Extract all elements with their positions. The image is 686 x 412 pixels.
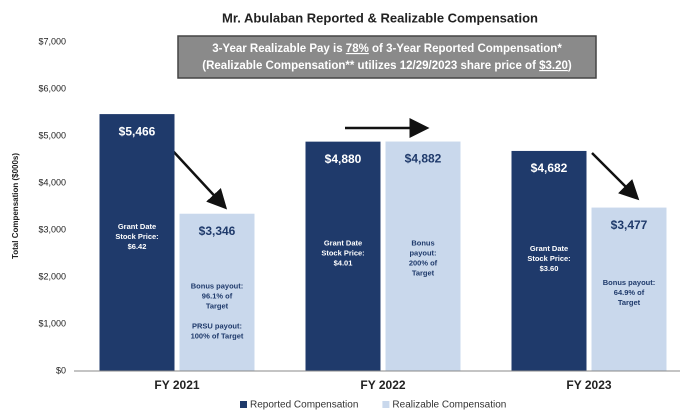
annotation-part: 78% xyxy=(346,43,369,55)
bar-note: 100% of Target xyxy=(191,332,244,341)
legend-swatch xyxy=(240,401,247,408)
y-tick-label: $7,000 xyxy=(38,36,66,46)
bar-note: PRSU payout: xyxy=(192,322,242,331)
y-tick-label: $6,000 xyxy=(38,83,66,93)
legend-label: Realizable Compensation xyxy=(392,400,506,411)
bar-note: Stock Price: xyxy=(527,254,570,263)
chart-title: Mr. Abulaban Reported & Realizable Compe… xyxy=(222,10,538,25)
bar-note: Stock Price: xyxy=(321,248,364,257)
annotation-part: ) xyxy=(568,60,572,72)
bar-note: Grant Date xyxy=(118,222,156,231)
bar-note: Grant Date xyxy=(324,238,362,247)
bar xyxy=(305,141,381,371)
y-tick-label: $1,000 xyxy=(38,318,66,328)
y-tick-label: $3,000 xyxy=(38,224,66,234)
value-label: $4,880 xyxy=(325,152,362,166)
bar-note: 64.9% of xyxy=(614,288,645,297)
legend-swatch xyxy=(382,401,390,408)
annotation-part: of 3-Year Reported Compensation* xyxy=(369,43,563,55)
annotation-text: 3-Year Realizable Pay is 78% of 3-Year R… xyxy=(212,43,562,55)
bar-note: Target xyxy=(206,302,229,311)
annotation-text: (Realizable Compensation** utilizes 12/2… xyxy=(202,60,572,72)
annotation-box xyxy=(177,35,597,79)
bar-note: Bonus payout: xyxy=(603,278,656,287)
bar-note: 96.1% of xyxy=(202,292,233,301)
bar xyxy=(591,207,667,371)
bar xyxy=(511,150,587,371)
bar-note: 200% of xyxy=(409,258,438,267)
arrow xyxy=(591,152,640,201)
y-axis-label: Total Compensation ($000s) xyxy=(11,153,20,259)
bar-note: $6.42 xyxy=(128,242,147,251)
bar xyxy=(99,114,175,372)
value-label: $4,682 xyxy=(531,161,568,175)
bar-note: $3.60 xyxy=(540,264,559,273)
y-tick-label: $5,000 xyxy=(38,130,66,140)
bar-note: Grant Date xyxy=(530,244,568,253)
x-tick-label: FY 2023 xyxy=(566,378,611,392)
value-label: $4,882 xyxy=(405,152,442,166)
y-tick-label: $0 xyxy=(56,365,66,375)
bar-note: payout: xyxy=(409,248,436,257)
y-tick-label: $2,000 xyxy=(38,271,66,281)
bar-note: Target xyxy=(618,298,641,307)
bar-note: $4.01 xyxy=(334,258,353,267)
value-label: $3,346 xyxy=(199,224,236,238)
value-label: $3,477 xyxy=(611,218,648,232)
x-tick-label: FY 2021 xyxy=(154,378,199,392)
y-tick-label: $4,000 xyxy=(38,177,66,187)
annotation-part: 3-Year Realizable Pay is xyxy=(212,43,346,55)
bar-note: Stock Price: xyxy=(115,232,158,241)
bar xyxy=(385,141,461,371)
bar-note: Bonus xyxy=(411,238,434,247)
x-tick-label: FY 2022 xyxy=(360,378,405,392)
bar-note: Target xyxy=(412,268,435,277)
bar xyxy=(179,213,255,371)
annotation-part: $3.20 xyxy=(539,60,568,72)
annotation-part: (Realizable Compensation** utilizes 12/2… xyxy=(202,60,539,72)
value-label: $5,466 xyxy=(119,124,156,138)
legend-label: Reported Compensation xyxy=(250,400,358,411)
bar-note: Bonus payout: xyxy=(191,282,244,291)
